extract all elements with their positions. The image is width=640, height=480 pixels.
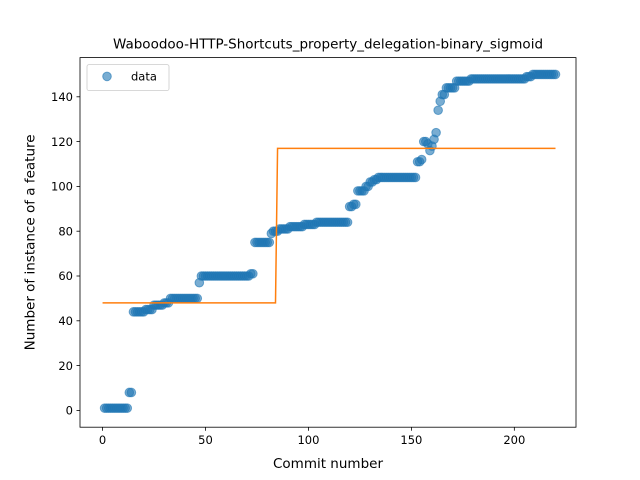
x-tick-label: 150 — [400, 433, 422, 447]
legend-box — [86, 64, 170, 91]
data-point — [433, 105, 443, 116]
y-tick-label: 60 — [58, 269, 73, 283]
x-tick-label: 200 — [503, 433, 525, 447]
data-point — [431, 127, 441, 138]
y-tick-label: 120 — [51, 135, 73, 149]
legend-label-data: data — [131, 70, 157, 84]
y-tick-label: 100 — [51, 180, 73, 194]
x-tick-label: 100 — [297, 433, 319, 447]
y-tick-label: 40 — [58, 314, 73, 328]
y-tick-label: 80 — [58, 224, 73, 238]
chart-title: Waboodoo-HTTP-Shortcuts_property_delegat… — [113, 37, 543, 53]
data-point — [550, 69, 561, 80]
plot-area — [80, 57, 576, 428]
y-tick-label: 20 — [58, 359, 73, 373]
axes-layer: 0 50 100 150 200 0 20 40 60 80 100 120 140 — [51, 90, 525, 447]
y-tick-label: 0 — [66, 404, 73, 418]
data-layer — [99, 69, 561, 413]
data-point — [351, 199, 361, 210]
y-axis-label: Number of instance of a feature — [23, 134, 39, 350]
data-point — [126, 387, 137, 398]
data-point — [410, 172, 421, 183]
data-point — [342, 217, 353, 228]
data-point — [192, 293, 203, 304]
data-point — [264, 237, 275, 248]
axes-frame — [79, 57, 577, 428]
data-point — [122, 403, 133, 413]
data-point — [416, 154, 427, 165]
x-tick-label: 0 — [99, 433, 106, 447]
x-tick-label: 50 — [198, 433, 213, 447]
data-point — [248, 268, 258, 279]
y-tick-label: 140 — [51, 90, 73, 104]
x-axis-label: Commit number — [273, 456, 383, 472]
legend-marker-data — [102, 71, 112, 82]
legend: data — [86, 64, 170, 91]
fit-line — [102, 147, 556, 304]
